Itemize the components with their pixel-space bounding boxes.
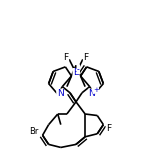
Text: F: F xyxy=(83,52,88,62)
Text: B: B xyxy=(73,68,79,78)
Text: F: F xyxy=(64,52,69,62)
Text: N: N xyxy=(89,89,95,98)
Text: N: N xyxy=(57,89,63,98)
Text: +: + xyxy=(93,87,99,93)
Text: Br: Br xyxy=(29,127,38,136)
Text: F: F xyxy=(106,124,111,133)
Text: -: - xyxy=(77,65,80,74)
